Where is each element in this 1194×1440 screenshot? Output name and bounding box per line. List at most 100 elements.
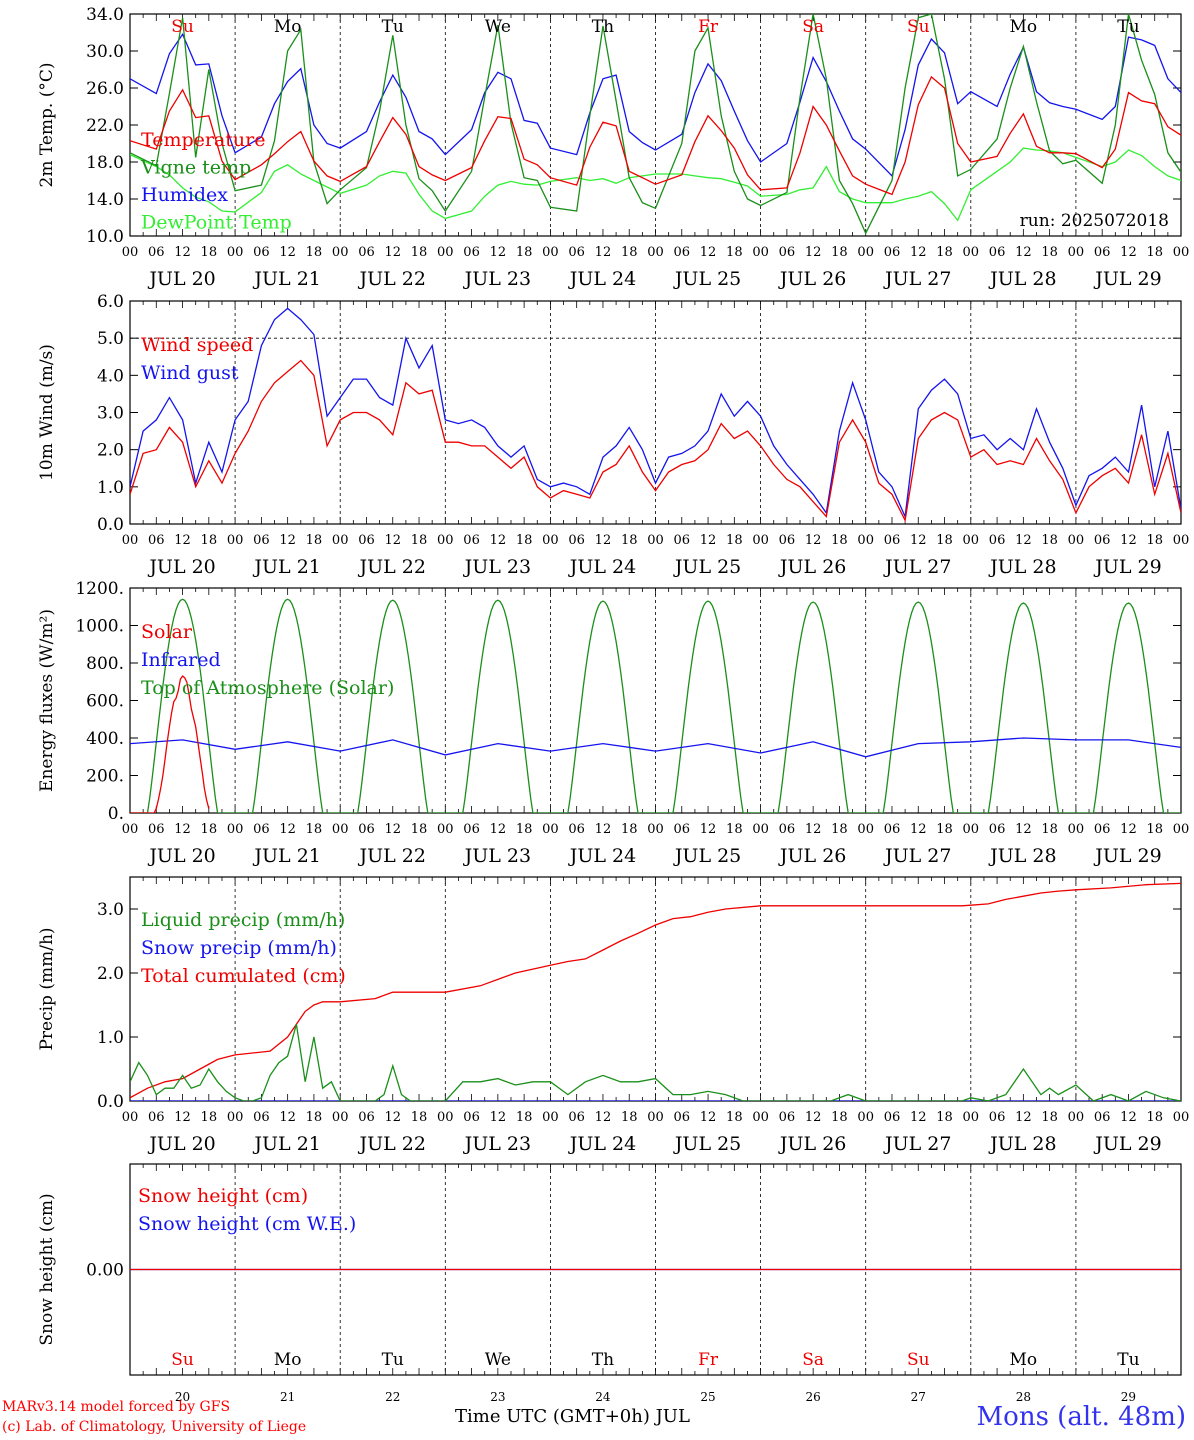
hour-label: 06 [568,822,585,837]
hour-label: 00 [857,245,874,260]
model-credit: MARv3.14 model forced by GFS [2,1399,231,1415]
date-label: JUL 29 [1093,1133,1161,1155]
y-tick-label: 1.0 [97,1028,124,1048]
date-label: JUL 27 [883,268,951,290]
date-label: JUL 21 [252,268,320,290]
hour-label: 18 [1041,533,1058,548]
date-label: JUL 28 [988,1133,1056,1155]
hour-label: 00 [857,1110,874,1125]
date-label: JUL 20 [147,845,215,867]
date-label: JUL 27 [883,845,951,867]
hour-label: 12 [700,533,717,548]
day-number: 20 [175,1390,190,1404]
hour-label: 06 [884,245,901,260]
hour-label: 00 [647,822,664,837]
hour-label: 18 [936,533,953,548]
hour-label: 12 [384,1110,401,1125]
hour-label: 06 [568,245,585,260]
hour-label: 18 [411,533,428,548]
day-name: We [485,1350,511,1370]
y-axis-label: 2m Temp. (°C) [37,62,57,187]
hour-label: 12 [910,245,927,260]
hour-label: 06 [1094,245,1111,260]
date-label: JUL 23 [463,845,531,867]
day-name: Tu [1117,1350,1139,1370]
hour-label: 06 [1094,533,1111,548]
hour-label: 12 [174,1110,191,1125]
hour-label: 18 [516,533,533,548]
series-wind-speed [130,359,1181,523]
hour-label: 18 [726,822,743,837]
hour-label: 00 [437,533,454,548]
hour-label: 00 [542,822,559,837]
hour-label: 00 [1173,1110,1190,1125]
y-tick-label: 18.0 [86,153,124,173]
run-annotation: run: 2025072018 [1020,211,1169,231]
legend-entry: Temperature [141,129,265,151]
hour-label: 12 [279,822,296,837]
hour-label: 06 [148,1110,165,1125]
legend-entry: Snow precip (mm/h) [141,937,337,959]
date-label: JUL 26 [778,556,846,578]
day-name: Mo [1010,17,1038,37]
hour-label: 12 [490,1110,507,1125]
series-liquid-precip-mm-h- [130,1024,1181,1101]
hour-label: 00 [437,822,454,837]
hour-label: 18 [306,533,323,548]
y-tick-label: 0.0 [97,515,124,535]
hour-label: 18 [306,822,323,837]
hour-label: 12 [700,822,717,837]
day-name: Tu [382,17,404,37]
y-tick-label: 0.00 [86,1261,124,1281]
x-axis-title: Time UTC (GMT+0h) JUL [455,1406,690,1427]
hour-label: 12 [595,1110,612,1125]
hour-label: 00 [963,245,980,260]
y-tick-label: 4.0 [97,366,124,386]
hour-label: 12 [595,533,612,548]
hour-label: 18 [1041,1110,1058,1125]
hour-label: 06 [148,533,165,548]
hour-label: 18 [621,822,638,837]
date-label: JUL 20 [147,1133,215,1155]
hour-label: 12 [1120,533,1137,548]
hour-label: 06 [884,533,901,548]
hour-label: 06 [253,822,270,837]
date-label: JUL 20 [147,268,215,290]
date-label: JUL 21 [252,1133,320,1155]
hour-label: 12 [805,533,822,548]
date-label: JUL 29 [1093,556,1161,578]
day-name: Su [171,17,194,37]
day-number: 21 [280,1390,295,1404]
hour-label: 12 [384,533,401,548]
hour-label: 12 [279,245,296,260]
date-label: JUL 22 [358,845,426,867]
y-tick-label: 3.0 [97,404,124,424]
date-label: JUL 25 [673,845,741,867]
hour-label: 00 [647,533,664,548]
hour-label: 00 [227,245,244,260]
hour-label: 06 [358,533,375,548]
hour-label: 00 [332,822,349,837]
hour-label: 06 [463,533,480,548]
hour-label: 06 [358,1110,375,1125]
y-tick-label: 5.0 [97,329,124,349]
hour-label: 12 [805,822,822,837]
hour-label: 00 [857,533,874,548]
day-name: Sa [802,17,824,37]
hour-label: 06 [674,245,691,260]
hour-label: 00 [122,822,139,837]
legend-entry: Solar [141,621,193,643]
hour-label: 12 [1015,245,1032,260]
hour-label: 06 [989,1110,1006,1125]
hour-label: 00 [752,822,769,837]
date-label: JUL 24 [568,556,636,578]
hour-label: 00 [122,1110,139,1125]
hour-label: 18 [201,245,218,260]
hour-label: 18 [726,533,743,548]
hour-label: 06 [884,1110,901,1125]
y-axis-label: Precip (mm/h) [37,927,57,1050]
hour-label: 18 [1146,533,1163,548]
day-number: 28 [1016,1390,1031,1404]
y-tick-label: 2.0 [97,441,124,461]
